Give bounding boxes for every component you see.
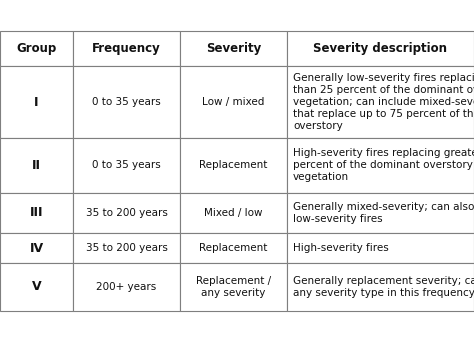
Text: Replacement: Replacement: [199, 160, 268, 171]
Bar: [73, 193, 180, 233]
Bar: [287, 66, 474, 138]
Bar: [287, 31, 474, 66]
Bar: [180, 138, 287, 193]
Text: Frequency: Frequency: [92, 42, 161, 55]
Text: II: II: [32, 159, 41, 172]
Bar: [0, 193, 73, 233]
Bar: [73, 233, 180, 263]
Text: V: V: [32, 280, 41, 293]
Text: 0 to 35 years: 0 to 35 years: [92, 160, 161, 171]
Text: 35 to 200 years: 35 to 200 years: [86, 208, 167, 218]
Text: III: III: [30, 207, 43, 220]
Text: I: I: [34, 95, 39, 108]
Bar: [180, 263, 287, 311]
Text: Generally low-severity fires replacing less
than 25 percent of the dominant over: Generally low-severity fires replacing l…: [293, 73, 474, 131]
Text: Generally mixed-severity; can also include
low-severity fires: Generally mixed-severity; can also inclu…: [293, 202, 474, 224]
Bar: [287, 193, 474, 233]
Bar: [73, 31, 180, 66]
Text: Severity: Severity: [206, 42, 261, 55]
Bar: [73, 263, 180, 311]
Bar: [0, 263, 73, 311]
Text: High-severity fires replacing greater than 75
percent of the dominant overstory
: High-severity fires replacing greater th…: [293, 148, 474, 183]
Text: Low / mixed: Low / mixed: [202, 97, 264, 107]
Bar: [180, 66, 287, 138]
Text: 35 to 200 years: 35 to 200 years: [86, 243, 167, 253]
Bar: [0, 66, 73, 138]
Text: 200+ years: 200+ years: [96, 282, 156, 292]
Bar: [180, 233, 287, 263]
Text: Group: Group: [17, 42, 56, 55]
Bar: [0, 138, 73, 193]
Text: Mixed / low: Mixed / low: [204, 208, 263, 218]
Bar: [0, 233, 73, 263]
Bar: [73, 66, 180, 138]
Text: IV: IV: [29, 241, 44, 254]
Text: Severity description: Severity description: [313, 42, 447, 55]
Text: Generally replacement severity; can include
any severity type in this frequency : Generally replacement severity; can incl…: [293, 276, 474, 298]
Bar: [180, 31, 287, 66]
Bar: [73, 138, 180, 193]
Text: Replacement: Replacement: [199, 243, 268, 253]
Bar: [287, 138, 474, 193]
Text: High-severity fires: High-severity fires: [293, 243, 389, 253]
Bar: [287, 233, 474, 263]
Bar: [0, 31, 73, 66]
Text: 0 to 35 years: 0 to 35 years: [92, 97, 161, 107]
Bar: [287, 263, 474, 311]
Bar: [180, 193, 287, 233]
Text: Replacement /
any severity: Replacement / any severity: [196, 276, 271, 298]
